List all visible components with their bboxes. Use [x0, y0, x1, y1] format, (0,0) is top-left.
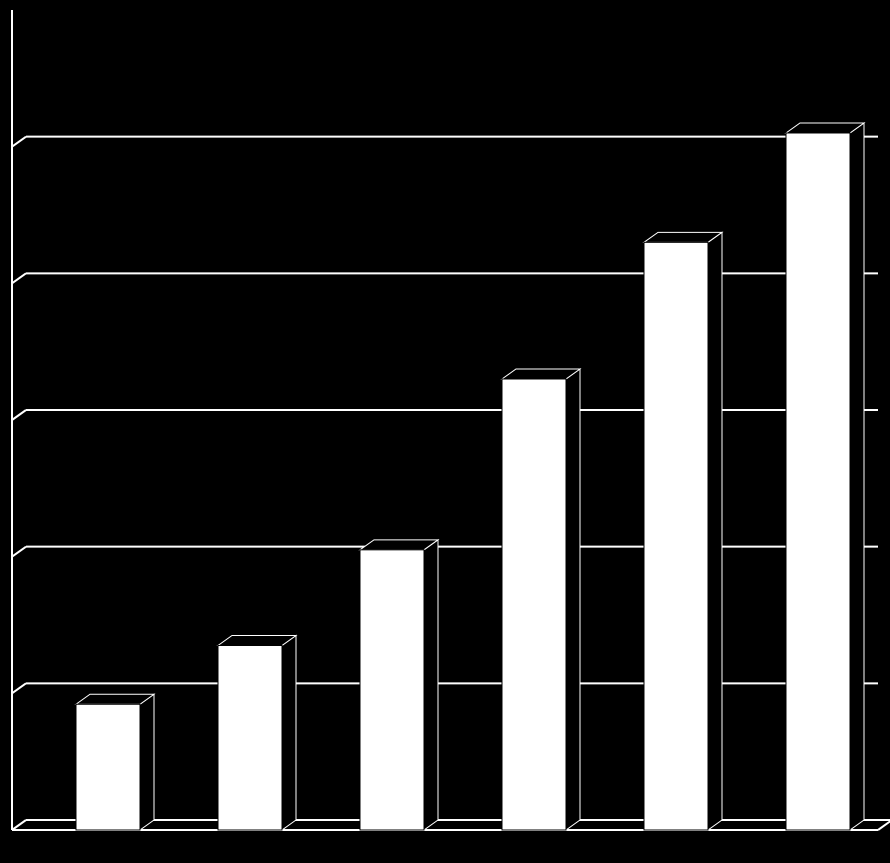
bar-chart — [0, 0, 890, 863]
